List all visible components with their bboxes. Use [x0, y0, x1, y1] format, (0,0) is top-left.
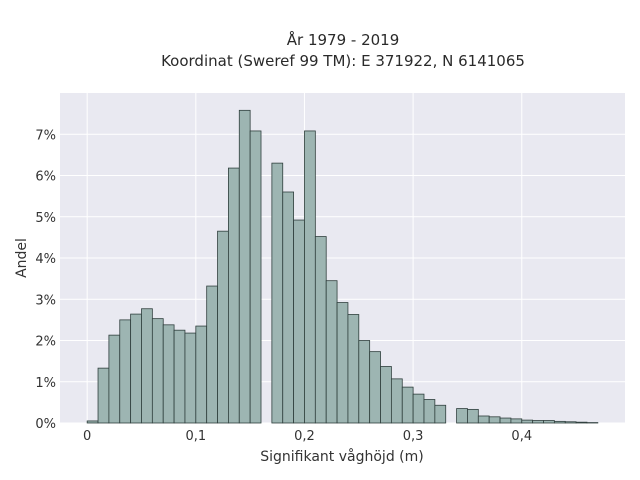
histogram-bar — [390, 378, 403, 424]
histogram-bar — [119, 319, 132, 424]
histogram-bar — [97, 367, 110, 424]
histogram-bar — [499, 417, 512, 424]
y-tick-label: 7% — [35, 128, 56, 143]
histogram-bar — [304, 130, 316, 424]
histogram-bar — [108, 334, 121, 424]
histogram-bar — [271, 162, 284, 424]
histogram-bar — [369, 351, 381, 424]
y-tick-label: 2% — [35, 335, 56, 350]
x-tick-label: 0,4 — [511, 429, 532, 444]
y-tick-label: 1% — [35, 376, 56, 391]
histogram-bar — [347, 314, 360, 424]
histogram-bar — [151, 318, 164, 424]
histogram-bar — [358, 340, 371, 424]
y-tick-label: 5% — [35, 211, 56, 226]
histogram-bar — [434, 404, 447, 424]
y-axis-label: Andel — [14, 238, 30, 278]
chart-title-line-2: Koordinat (Sweref 99 TM): E 371922, N 61… — [161, 52, 525, 70]
histogram-bar — [238, 109, 251, 424]
x-tick-label: 0,2 — [294, 429, 315, 444]
histogram-bar — [195, 325, 208, 424]
histogram-bar — [336, 302, 349, 424]
x-tick-label: 0,3 — [403, 429, 424, 444]
histogram-bar — [162, 324, 175, 424]
histogram-bar — [532, 420, 544, 424]
y-tick-label: 3% — [35, 293, 56, 308]
x-axis-ticks: 0 0,1 0,2 0,3 0,4 — [83, 429, 532, 444]
histogram-bar — [401, 386, 414, 424]
histogram-bar — [325, 280, 338, 424]
histogram-bar — [575, 421, 588, 424]
histogram-bar — [173, 329, 186, 424]
y-axis-ticks: 0% 1% 2% 3% 4% 5% 6% 7% — [35, 128, 56, 432]
histogram-bar — [380, 366, 392, 424]
histogram-bar — [423, 399, 436, 424]
histogram-bar — [86, 420, 99, 424]
histogram-bar — [467, 408, 479, 424]
histogram-bar — [510, 418, 523, 424]
chart-title-line-1: År 1979 - 2019 — [287, 30, 400, 49]
y-tick-label: 0% — [35, 417, 56, 432]
histogram-bar — [130, 313, 142, 424]
histogram-bar — [293, 219, 305, 424]
x-tick-label: 0,1 — [185, 429, 206, 444]
histogram-bar — [228, 167, 240, 424]
histogram-bar — [141, 308, 153, 424]
x-axis-label: Signifikant våghöjd (m) — [260, 448, 423, 465]
histogram-bar — [206, 285, 218, 424]
histogram-bar — [412, 393, 425, 424]
histogram-bar — [249, 130, 262, 424]
x-tick-label: 0 — [83, 429, 91, 444]
histogram-bar — [314, 236, 327, 424]
histogram-bars — [86, 109, 599, 424]
histogram-bar — [553, 420, 566, 424]
histogram-bar — [543, 420, 555, 424]
histogram-bar — [564, 421, 577, 424]
histogram-bar — [488, 416, 501, 424]
histogram-bar — [521, 419, 534, 424]
histogram-bar — [282, 191, 295, 424]
y-tick-label: 6% — [35, 170, 56, 185]
y-tick-label: 4% — [35, 252, 56, 267]
histogram-bar — [477, 415, 490, 424]
histogram-bar — [217, 230, 229, 424]
histogram-bar — [184, 332, 197, 424]
histogram-bar — [456, 408, 468, 424]
